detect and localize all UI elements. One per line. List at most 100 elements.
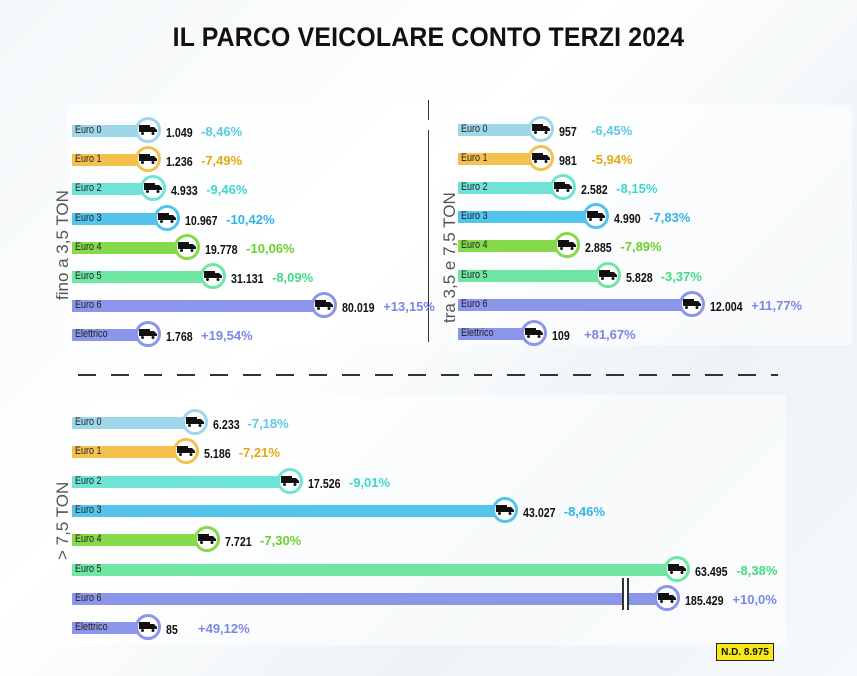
value-label: 1.236: [166, 154, 193, 170]
bar: [72, 329, 148, 342]
category-label: Euro 5: [461, 268, 488, 281]
category-label: Euro 5: [75, 562, 102, 575]
category-label: Euro 6: [75, 591, 102, 604]
value-label: 109: [552, 327, 570, 343]
value-label: 5.828: [625, 269, 653, 285]
value-label: 4.990: [614, 211, 641, 227]
truck-icon: [528, 116, 555, 142]
bar: [458, 298, 692, 311]
value-label: 981: [559, 153, 578, 169]
truck-icon: [153, 204, 180, 231]
category-label: Euro 2: [75, 182, 102, 195]
truck-icon: [276, 467, 303, 494]
chart-row-euro-0: Euro 0 6.233 -7,18%: [72, 408, 832, 438]
change-label: -5,94%: [591, 152, 633, 168]
value-label: 85: [166, 622, 178, 638]
truck-icon: [554, 232, 581, 259]
change-label: -9,01%: [348, 474, 391, 490]
value-label: 5.186: [203, 446, 231, 462]
panel-label-light: fino a 3,5 TON: [53, 190, 72, 300]
bar: [458, 153, 542, 166]
value-label: 31.131: [230, 271, 264, 286]
category-label: Euro 0: [461, 123, 488, 135]
truck-icon: [140, 175, 167, 202]
truck-icon: [550, 174, 577, 201]
chart-row-euro-5: Euro 5 63.495 -8,38%: [72, 555, 832, 585]
category-label: Euro 3: [461, 210, 488, 223]
chart-row-euro-6: Euro 6 185.429 +10,0%: [72, 577, 832, 614]
bar: [72, 622, 148, 635]
chart-row-euro-2: Euro 2 4.933 -9,46%: [72, 174, 832, 204]
change-label: +81,67%: [584, 326, 636, 342]
value-label: 2.582: [581, 182, 608, 198]
chart-row-euro-4: Euro 4 19.778 -10,06%: [72, 233, 832, 263]
category-label: Elettrico: [461, 326, 494, 339]
chart-row-elettrico: Elettrico 1.768 +19,54%: [72, 320, 832, 350]
chart-row-euro-1: Euro 1 1.236 -7,49%: [72, 145, 832, 175]
chart-row-elettrico: Elettrico 85 +49,12%: [72, 613, 832, 643]
truck-icon: [491, 496, 518, 523]
bar: [72, 504, 505, 517]
chart-row-euro-1: Euro 1 5.186 -7,21%: [72, 437, 832, 467]
value-label: 80.019: [342, 300, 375, 316]
truck-icon: [135, 117, 161, 143]
truck-icon: [664, 555, 690, 582]
change-label: -8,38%: [736, 562, 778, 578]
category-label: Euro 0: [75, 124, 102, 136]
category-label: Euro 1: [461, 152, 488, 165]
chart-row-euro-0: Euro 0 1.049 -8,46%: [72, 116, 832, 146]
value-label: 185.429: [685, 592, 724, 608]
truck-icon: [528, 145, 555, 172]
bar: [458, 327, 534, 340]
value-label: 957: [559, 124, 577, 139]
change-label: -8,09%: [272, 270, 314, 285]
not-determined-note: N.D. 8.975: [716, 643, 774, 661]
horizontal-dashed-divider: [78, 374, 778, 376]
divider-top: [428, 100, 429, 120]
truck-icon: [199, 263, 226, 289]
change-label: +10,0%: [732, 591, 777, 607]
truck-icon: [181, 409, 208, 435]
category-label: Euro 6: [75, 299, 102, 312]
bar: [72, 417, 195, 429]
category-label: Elettrico: [75, 328, 108, 341]
value-label: 43.027: [522, 504, 556, 520]
value-label: 19.778: [204, 241, 238, 257]
chart-row-euro-5: Euro 5 31.131 -8,09%: [72, 262, 832, 292]
chart-row-euro-6: Euro 6 12.004 +11,77%: [458, 290, 857, 320]
value-label: 12.004: [710, 298, 743, 314]
category-label: Euro 3: [75, 503, 102, 516]
category-label: Euro 1: [75, 153, 102, 166]
category-label: Euro 2: [75, 474, 102, 487]
chart-row-euro-2: Euro 2 17.526 -9,01%: [72, 467, 832, 497]
chart-row-euro-3: Euro 3 43.027 -8,46%: [72, 496, 832, 526]
bar: [72, 563, 677, 576]
value-label: 63.495: [695, 563, 728, 579]
change-label: -3,37%: [660, 268, 702, 284]
value-label: 6.233: [212, 417, 240, 432]
category-label: Euro 5: [75, 270, 102, 282]
category-label: Euro 0: [75, 416, 102, 428]
bar: [72, 154, 148, 167]
value-label: 1.049: [166, 125, 193, 140]
bar: [72, 271, 213, 283]
chart-row-euro-0: Euro 0 957 -6,45%: [458, 115, 857, 145]
truck-icon: [135, 146, 161, 173]
change-label: -10,42%: [226, 211, 275, 227]
chart-title: IL PARCO VEICOLARE CONTO TERZI 2024: [172, 22, 685, 52]
truck-icon: [594, 261, 621, 288]
category-label: Euro 2: [461, 181, 488, 194]
change-label: -8,15%: [616, 181, 658, 197]
chart-row-euro-6: Euro 6 80.019 +13,15%: [72, 291, 832, 321]
change-label: +49,12%: [198, 621, 250, 637]
vertical-divider: [428, 130, 429, 342]
value-label: 1.768: [166, 329, 193, 345]
category-label: Elettrico: [75, 621, 108, 634]
change-label: -6,45%: [591, 123, 633, 138]
chart-row-euro-2: Euro 2 2.582 -8,15%: [458, 173, 857, 203]
change-label: -7,21%: [238, 445, 280, 461]
value-label: 10.967: [184, 212, 218, 228]
truck-icon: [135, 321, 161, 348]
truck-icon: [679, 290, 705, 317]
change-label: -10,06%: [246, 240, 295, 256]
